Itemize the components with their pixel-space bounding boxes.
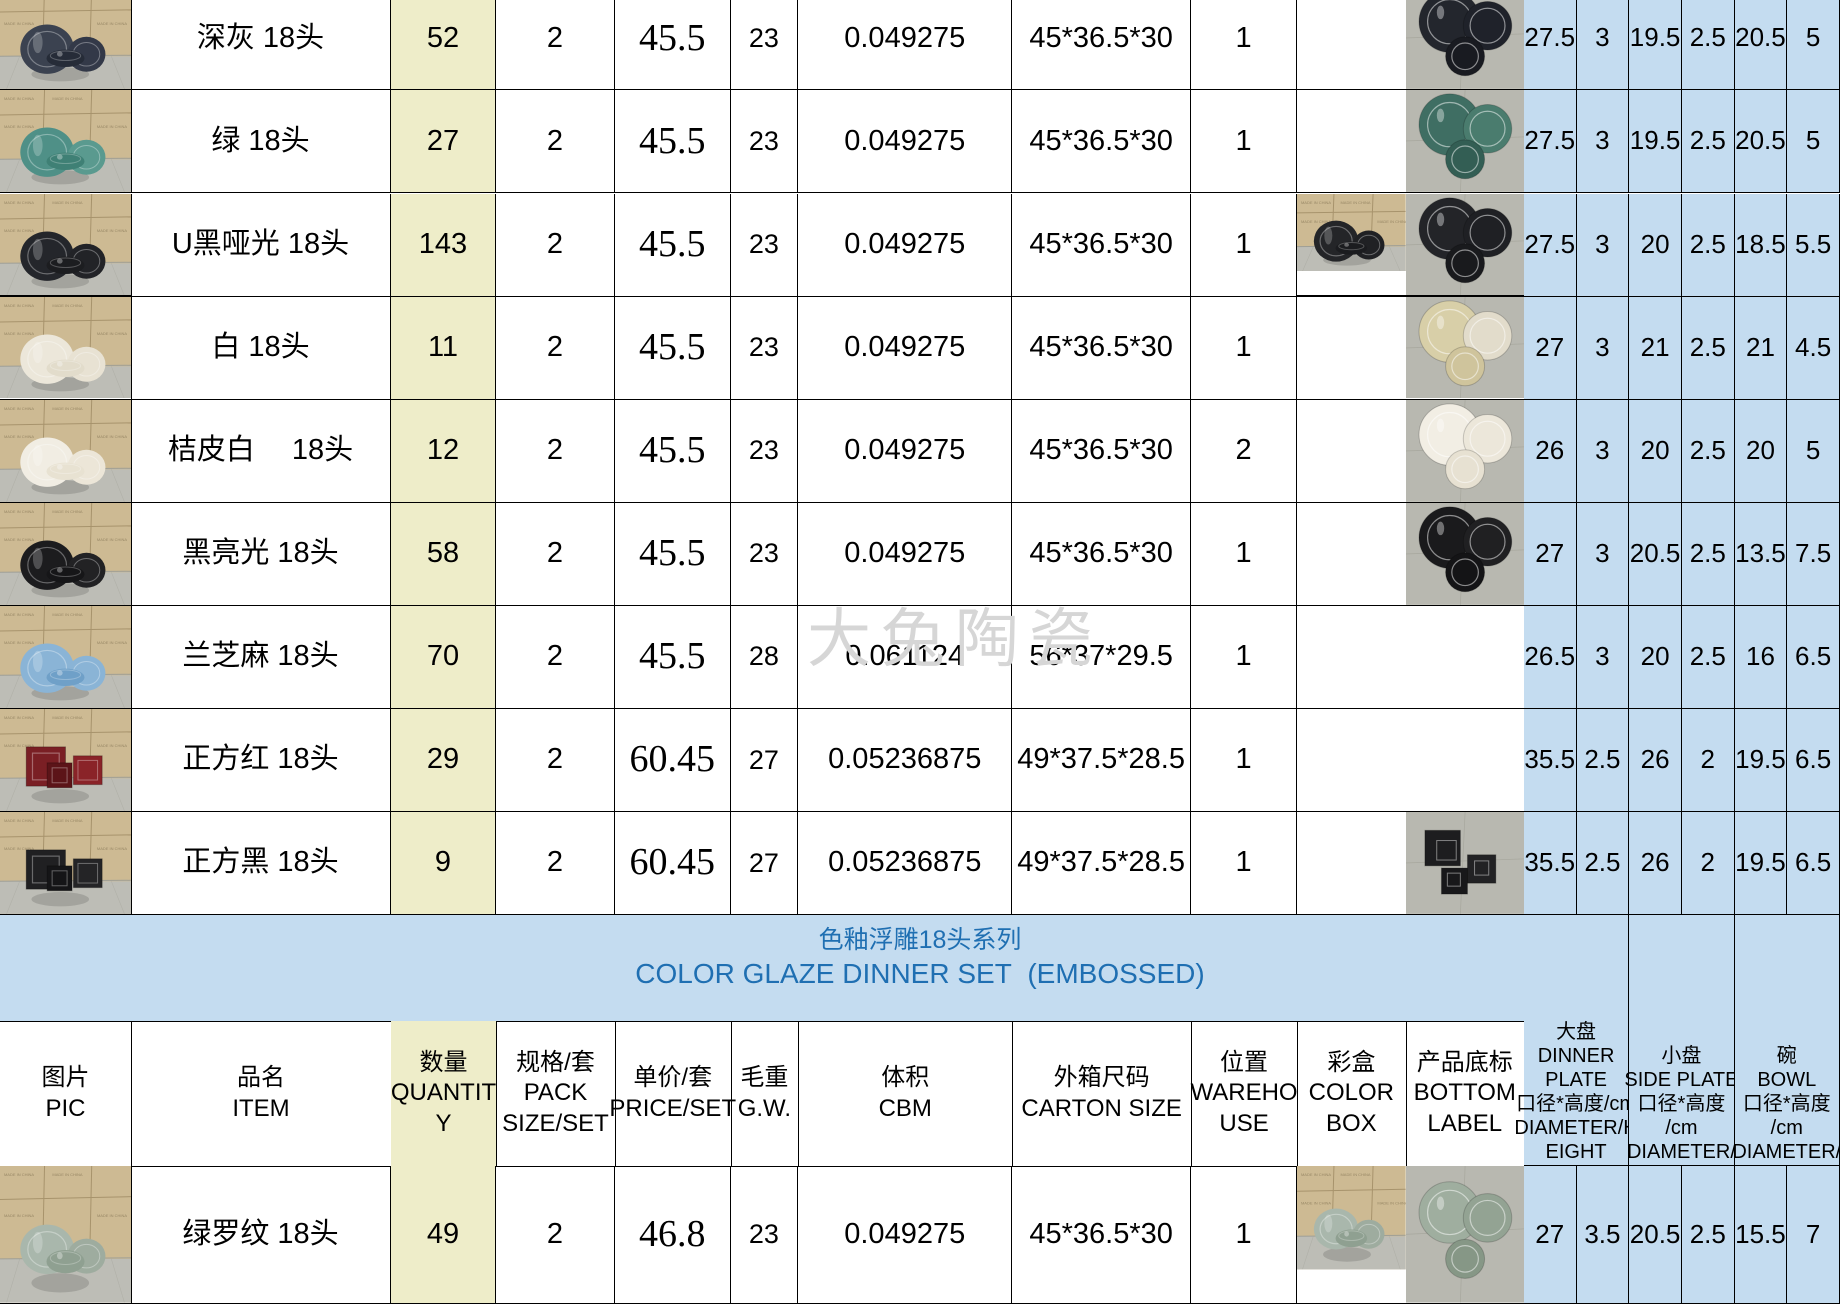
svg-text:MADE IN CHINA: MADE IN CHINA: [1377, 1201, 1405, 1206]
svg-text:MADE IN CHINA: MADE IN CHINA: [97, 331, 127, 336]
svg-text:MADE IN CHINA: MADE IN CHINA: [4, 537, 34, 542]
svg-text:MADE IN CHINA: MADE IN CHINA: [1301, 199, 1331, 204]
svg-text:MADE IN CHINA: MADE IN CHINA: [4, 303, 34, 308]
svg-text:MADE IN CHINA: MADE IN CHINA: [52, 303, 82, 308]
svg-text:MADE IN CHINA: MADE IN CHINA: [52, 612, 82, 617]
svg-text:MADE IN CHINA: MADE IN CHINA: [52, 818, 82, 823]
svg-text:MADE IN CHINA: MADE IN CHINA: [1377, 218, 1405, 223]
svg-text:MADE IN CHINA: MADE IN CHINA: [1340, 199, 1370, 204]
svg-text:MADE IN CHINA: MADE IN CHINA: [4, 406, 34, 411]
svg-text:MADE IN CHINA: MADE IN CHINA: [97, 743, 127, 748]
svg-text:MADE IN CHINA: MADE IN CHINA: [4, 509, 34, 514]
svg-text:MADE IN CHINA: MADE IN CHINA: [4, 96, 34, 101]
svg-text:MADE IN CHINA: MADE IN CHINA: [1301, 1172, 1331, 1177]
svg-text:MADE IN CHINA: MADE IN CHINA: [4, 1213, 34, 1218]
svg-text:MADE IN CHINA: MADE IN CHINA: [52, 96, 82, 101]
svg-text:MADE IN CHINA: MADE IN CHINA: [4, 715, 34, 720]
svg-text:MADE IN CHINA: MADE IN CHINA: [4, 199, 34, 204]
svg-text:MADE IN CHINA: MADE IN CHINA: [4, 1172, 34, 1177]
svg-text:MADE IN CHINA: MADE IN CHINA: [52, 199, 82, 204]
svg-text:MADE IN CHINA: MADE IN CHINA: [97, 537, 127, 542]
svg-text:MADE IN CHINA: MADE IN CHINA: [4, 640, 34, 645]
svg-text:MADE IN CHINA: MADE IN CHINA: [52, 715, 82, 720]
svg-text:MADE IN CHINA: MADE IN CHINA: [52, 406, 82, 411]
svg-text:MADE IN CHINA: MADE IN CHINA: [97, 640, 127, 645]
svg-text:MADE IN CHINA: MADE IN CHINA: [4, 21, 34, 26]
svg-text:MADE IN CHINA: MADE IN CHINA: [1301, 1201, 1331, 1206]
svg-text:MADE IN CHINA: MADE IN CHINA: [4, 228, 34, 233]
svg-text:MADE IN CHINA: MADE IN CHINA: [4, 818, 34, 823]
svg-text:MADE IN CHINA: MADE IN CHINA: [52, 1172, 82, 1177]
svg-text:MADE IN CHINA: MADE IN CHINA: [4, 434, 34, 439]
svg-text:MADE IN CHINA: MADE IN CHINA: [97, 1213, 127, 1218]
svg-text:MADE IN CHINA: MADE IN CHINA: [52, 509, 82, 514]
svg-text:MADE IN CHINA: MADE IN CHINA: [4, 124, 34, 129]
svg-text:MADE IN CHINA: MADE IN CHINA: [4, 331, 34, 336]
svg-text:MADE IN CHINA: MADE IN CHINA: [4, 612, 34, 617]
svg-text:MADE IN CHINA: MADE IN CHINA: [97, 228, 127, 233]
svg-text:MADE IN CHINA: MADE IN CHINA: [1340, 1172, 1370, 1177]
svg-text:MADE IN CHINA: MADE IN CHINA: [97, 434, 127, 439]
svg-text:MADE IN CHINA: MADE IN CHINA: [97, 124, 127, 129]
svg-text:MADE IN CHINA: MADE IN CHINA: [97, 846, 127, 851]
svg-text:MADE IN CHINA: MADE IN CHINA: [97, 21, 127, 26]
